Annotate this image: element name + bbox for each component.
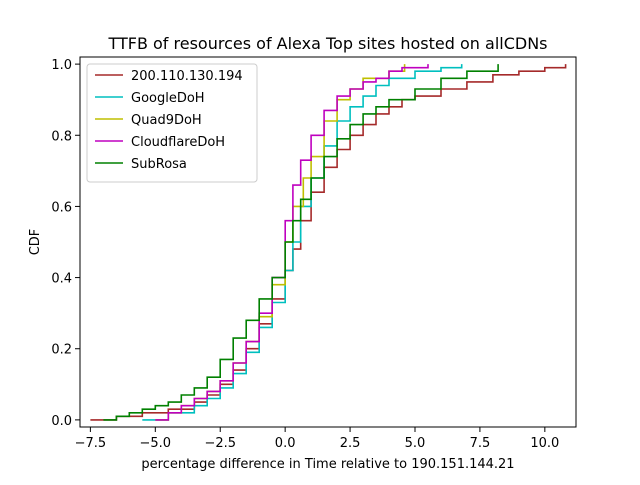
x-tick-label: 10.0 (530, 436, 559, 451)
legend-label: SubRosa (131, 157, 187, 172)
x-axis: −7.5 −5.0 −2.5 0.0 2.5 5.0 7.5 10.0 (75, 427, 559, 451)
legend-label: Quad9DoH (131, 113, 202, 128)
x-tick-label: 0.0 (275, 436, 296, 451)
y-tick-label: 1.0 (51, 58, 72, 73)
y-tick-label: 0.0 (51, 414, 72, 429)
y-tick-label: 0.6 (51, 200, 72, 215)
y-tick-label: 0.2 (51, 343, 72, 358)
x-tick-label: 5.0 (405, 436, 426, 451)
x-tick-label: −5.0 (140, 436, 172, 451)
x-tick-label: −2.5 (204, 436, 236, 451)
x-axis-label: percentage difference in Time relative t… (141, 457, 514, 472)
y-tick-label: 0.4 (51, 272, 72, 287)
legend-label: GoogleDoH (131, 91, 205, 106)
legend-box (86, 63, 258, 183)
series-line-1 (142, 64, 463, 421)
x-tick-label: 7.5 (470, 436, 491, 451)
legend-label: 200.110.130.194 (131, 69, 243, 84)
y-axis: 0.0 0.2 0.4 0.6 0.8 1.0 (51, 58, 80, 429)
legend-label: CloudflareDoH (131, 135, 225, 150)
y-axis-label: CDF (28, 229, 43, 256)
y-tick-label: 0.8 (51, 129, 72, 144)
plot-frame (79, 56, 577, 428)
legend: 200.110.130.194 GoogleDoH Quad9DoH Cloudfla… (86, 63, 258, 183)
chart-title: TTFB of resources of Alexa Top sites hos… (107, 34, 547, 53)
x-tick-label: −7.5 (75, 436, 107, 451)
series-line-4 (103, 64, 499, 421)
plot-area (90, 64, 567, 421)
x-tick-label: 2.5 (340, 436, 361, 451)
